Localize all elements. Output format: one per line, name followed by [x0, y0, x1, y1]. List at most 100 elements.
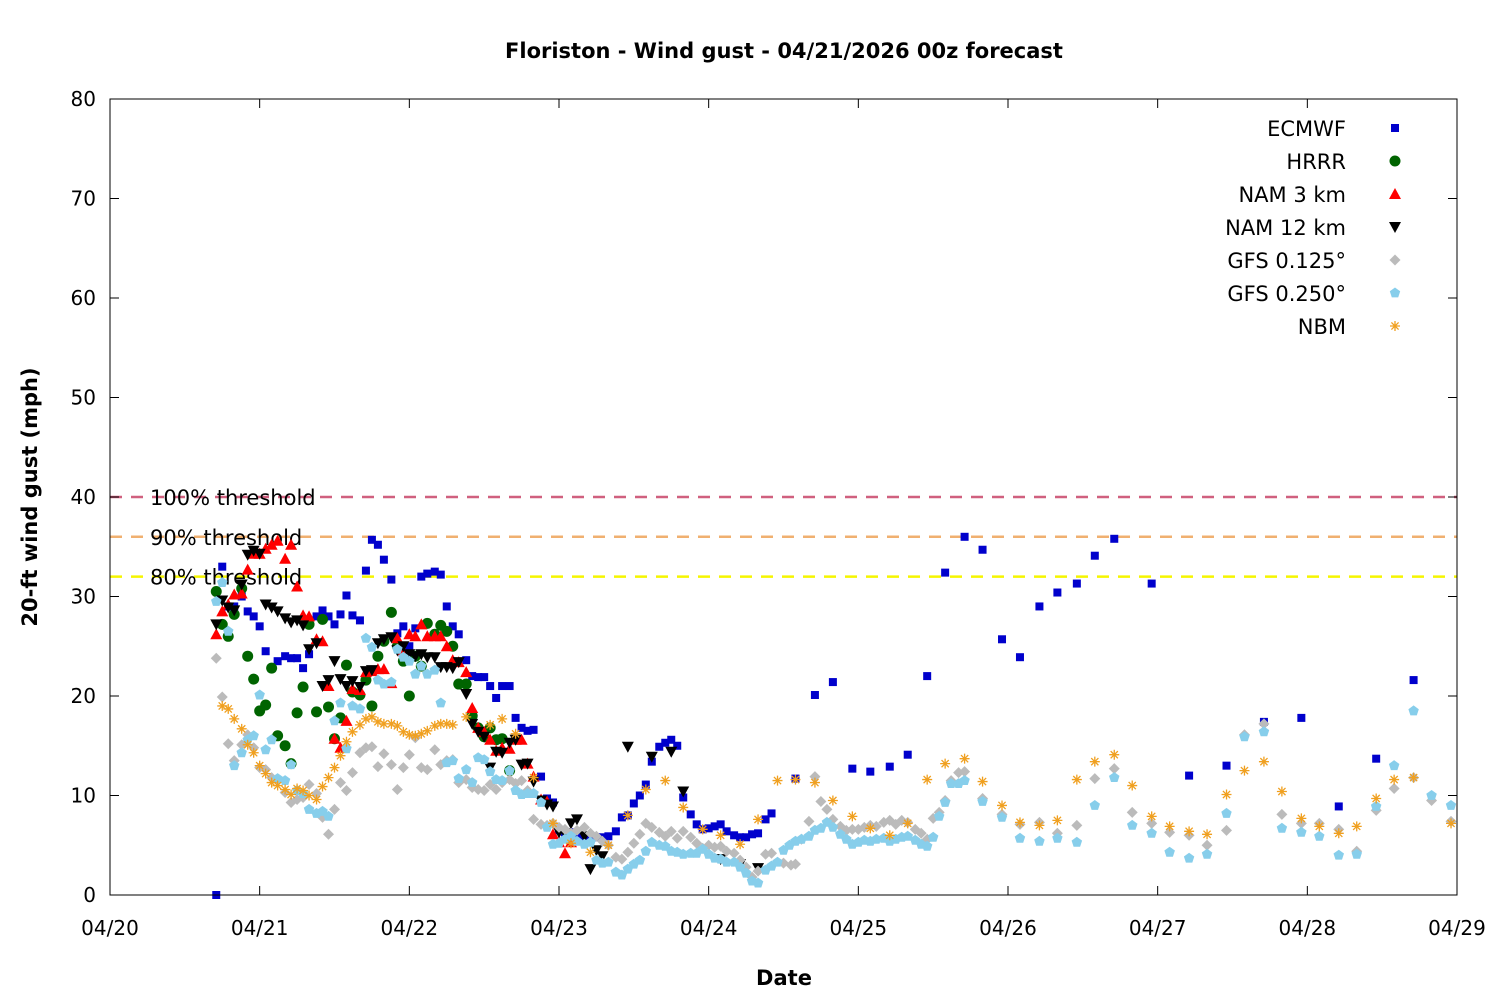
data-point — [1408, 705, 1419, 716]
data-point — [590, 845, 603, 857]
data-point — [310, 638, 323, 650]
data-point — [621, 741, 634, 753]
data-point — [871, 833, 882, 844]
series-3 — [210, 545, 765, 876]
data-point — [281, 652, 290, 661]
data-point — [1015, 653, 1024, 662]
y-axis-label: 20-ft wind gust (mph) — [18, 367, 42, 626]
data-point — [742, 833, 751, 842]
data-point — [730, 831, 739, 840]
data-points — [210, 532, 1457, 899]
data-point — [515, 733, 528, 745]
data-point — [1388, 783, 1400, 795]
data-point — [959, 775, 970, 785]
data-point — [293, 654, 302, 663]
y-tick-label: 30 — [71, 585, 96, 609]
data-point — [366, 700, 378, 712]
data-point — [496, 733, 508, 745]
data-point — [378, 748, 390, 760]
data-point — [752, 877, 764, 888]
data-point — [1296, 826, 1307, 837]
data-point — [1276, 808, 1288, 820]
data-point — [254, 689, 265, 700]
data-point — [255, 622, 264, 631]
data-point — [285, 759, 297, 770]
data-point — [635, 791, 644, 800]
data-point — [940, 758, 951, 769]
legend-marker-0 — [1391, 124, 1399, 132]
data-point — [241, 563, 254, 575]
data-point — [604, 832, 613, 841]
data-point — [697, 824, 708, 835]
data-point — [279, 552, 292, 564]
data-point — [478, 731, 491, 743]
data-point — [1371, 793, 1382, 804]
data-point — [1276, 786, 1287, 797]
data-point — [558, 847, 571, 859]
data-point — [1127, 780, 1138, 791]
data-point — [537, 772, 546, 781]
data-point — [578, 821, 590, 833]
data-point — [1089, 800, 1100, 810]
data-point — [341, 736, 352, 747]
data-point — [523, 726, 532, 735]
data-point — [410, 668, 421, 679]
data-point — [340, 714, 353, 726]
data-point — [318, 606, 327, 615]
data-point — [248, 673, 260, 685]
data-point — [216, 691, 228, 703]
data-point — [490, 784, 502, 796]
data-point — [1334, 802, 1343, 811]
data-point — [728, 847, 740, 859]
data-point — [324, 612, 333, 621]
data-point — [827, 795, 838, 806]
data-point — [423, 569, 432, 578]
data-point — [1147, 579, 1156, 588]
legend-marker-3 — [1389, 222, 1401, 233]
data-point — [422, 668, 433, 679]
data-point — [265, 538, 278, 550]
data-point — [210, 652, 222, 664]
data-point — [1297, 713, 1306, 722]
data-point — [1239, 765, 1250, 776]
data-point — [460, 689, 473, 701]
data-point — [634, 854, 646, 865]
data-point — [535, 797, 547, 807]
data-point — [977, 776, 988, 787]
x-tick-label: 04/23 — [530, 916, 588, 940]
data-point — [360, 713, 371, 724]
y-tick-label: 10 — [71, 784, 96, 808]
y-tick-label: 40 — [71, 485, 96, 509]
data-point — [841, 833, 852, 844]
data-point — [803, 815, 815, 827]
data-point — [622, 846, 634, 858]
y-tick-label: 50 — [71, 386, 96, 410]
data-point — [1164, 846, 1175, 857]
data-point — [923, 672, 932, 681]
data-point — [484, 766, 496, 777]
data-point — [585, 836, 596, 847]
data-point — [548, 818, 559, 829]
data-point — [366, 641, 378, 652]
data-point — [748, 830, 757, 839]
data-point — [461, 764, 472, 775]
y-tick-label: 0 — [83, 883, 96, 907]
data-point — [216, 605, 229, 617]
data-point — [1239, 731, 1250, 742]
legend-label-2: NAM 3 km — [1238, 183, 1346, 207]
data-point — [317, 613, 329, 625]
data-point — [827, 821, 839, 832]
legend-marker-1 — [1389, 155, 1401, 167]
data-point — [272, 773, 283, 783]
data-point — [399, 622, 408, 631]
data-point — [311, 794, 322, 805]
data-point — [685, 831, 697, 843]
data-point — [372, 716, 383, 727]
data-point — [634, 828, 646, 840]
data-point — [766, 847, 778, 859]
data-point — [933, 810, 945, 821]
data-point — [441, 718, 452, 729]
data-point — [1445, 800, 1457, 810]
data-point — [1089, 773, 1101, 785]
data-point — [448, 622, 457, 631]
